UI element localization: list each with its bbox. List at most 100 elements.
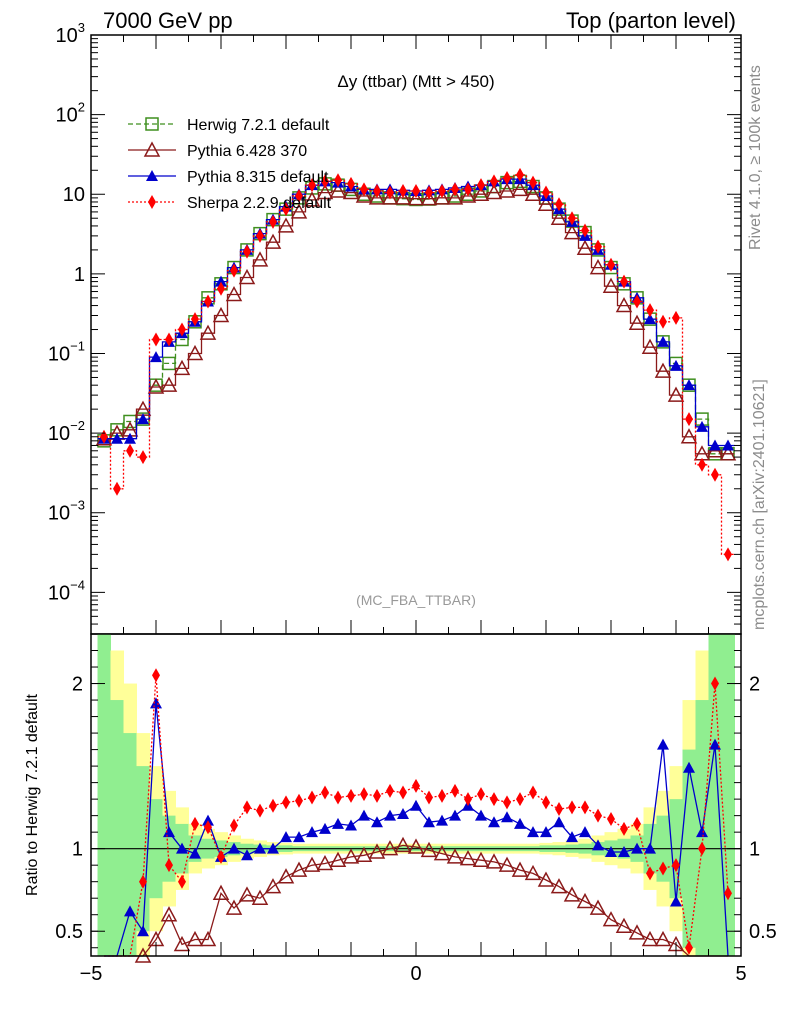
ratio-point-2-22 — [386, 783, 394, 798]
ratio-point-2-7 — [191, 816, 199, 831]
main-point-1-26 — [433, 189, 451, 205]
main-point-3-7 — [191, 312, 199, 327]
main-point-3-21 — [373, 183, 381, 198]
ratio-point-0-40 — [615, 917, 633, 934]
main-plot-title: Δy (ttbar) (Mtt > 450) — [337, 72, 494, 91]
main-point-1-13 — [264, 233, 282, 249]
ratio-point-2-34 — [542, 795, 550, 810]
ratio-point-2-10 — [230, 818, 238, 833]
ratio-point-0-21 — [368, 843, 386, 859]
ratio-point-1-33 — [527, 826, 539, 838]
ratio-point-1-15 — [293, 831, 305, 843]
ratio-y-tick-label-right: 1 — [749, 839, 760, 861]
ratio-y-tick-label-right: 2 — [749, 674, 760, 696]
ratio-point-1-37 — [579, 826, 591, 838]
ratio-point-0-14 — [277, 868, 295, 884]
main-point-3-47 — [711, 467, 719, 482]
main-point-1-40 — [615, 296, 633, 313]
ratio-point-2-14 — [282, 795, 290, 810]
ratio-point-2-15 — [295, 793, 303, 808]
ratio-point-0-9 — [212, 884, 230, 901]
main-point-1-7 — [186, 344, 204, 361]
main-y-tick-label: 1 — [74, 264, 85, 286]
ratio-point-0-12 — [251, 889, 269, 905]
ratio-point-2-41 — [633, 816, 641, 831]
main-point-3-30 — [490, 174, 498, 189]
ratio-point-0-31 — [498, 856, 516, 872]
main-point-3-17 — [321, 174, 329, 189]
ratio-point-1-20 — [358, 809, 370, 821]
ratio-point-1-43 — [657, 738, 669, 750]
main-point-1-12 — [251, 251, 269, 267]
ratio-point-2-5 — [165, 858, 173, 873]
ratio-point-2-25 — [425, 790, 433, 805]
ratio-point-0-43 — [654, 930, 672, 947]
ratio-point-0-39 — [602, 911, 620, 927]
ratio-band-green — [708, 634, 722, 956]
main-point-1-18 — [329, 182, 347, 198]
ratio-point-2-39 — [607, 811, 615, 826]
main-point-3-2 — [126, 443, 134, 458]
source-label: mcplots.cern.ch [arXiv:2401.10621] — [751, 379, 768, 630]
ratio-point-1-6 — [176, 842, 188, 854]
ratio-point-2-20 — [360, 787, 368, 802]
ratio-point-0-8 — [199, 930, 217, 947]
ratio-point-0-33 — [524, 864, 542, 881]
ratio-point-0-41 — [628, 924, 646, 940]
main-point-1-35 — [550, 209, 568, 225]
ratio-point-0-38 — [589, 899, 607, 915]
main-point-1-16 — [303, 191, 321, 207]
ratio-point-2-30 — [490, 792, 498, 807]
ratio-series-line-0 — [104, 844, 728, 957]
main-point-3-36 — [568, 211, 576, 226]
ratio-point-1-45 — [683, 761, 695, 773]
ratio-point-1-34 — [540, 826, 552, 838]
ratio-point-1-10 — [228, 842, 240, 854]
ratio-point-0-13 — [264, 878, 282, 894]
legend-marker — [145, 117, 159, 131]
main-point-2-45 — [683, 379, 695, 391]
main-point-1-5 — [160, 376, 178, 392]
ratio-point-1-47 — [709, 738, 721, 750]
main-point-1-32 — [511, 180, 529, 197]
main-point-3-25 — [425, 185, 433, 200]
main-point-1-15 — [290, 203, 308, 219]
ratio-point-1-19 — [345, 819, 357, 831]
ratio-point-0-5 — [160, 906, 178, 922]
main-point-1-4 — [147, 378, 165, 394]
main-point-1-21 — [368, 189, 386, 205]
main-point-2-1 — [111, 432, 123, 444]
ratio-series-2 — [104, 668, 732, 957]
ratio-point-1-44 — [670, 895, 682, 907]
main-point-3-32 — [516, 167, 524, 182]
ratio-point-0-6 — [173, 935, 191, 952]
main-point-3-12 — [256, 228, 264, 243]
legend-label: Pythia 8.315 default — [187, 169, 329, 186]
ratio-point-1-17 — [319, 822, 331, 834]
ratio-point-2-3 — [139, 874, 147, 889]
ratio-point-0-25 — [420, 841, 438, 858]
legend-item-2: Pythia 8.315 default — [128, 169, 329, 186]
ratio-point-2-27 — [451, 783, 459, 798]
ratio-band-green — [97, 634, 111, 956]
main-point-2-3 — [137, 413, 149, 425]
main-plot-content — [95, 167, 737, 562]
ratio-point-1-27 — [449, 809, 461, 821]
x-tick-label: 5 — [735, 963, 746, 985]
main-point-3-35 — [555, 197, 563, 212]
ratio-point-0-24 — [407, 838, 425, 854]
ratio-point-0-10 — [225, 899, 243, 915]
ratio-point-2-12 — [256, 803, 264, 818]
ratio-point-0-20 — [355, 846, 373, 863]
ratio-point-2-31 — [503, 795, 511, 810]
main-point-1-23 — [394, 189, 412, 205]
ratio-point-0-17 — [316, 854, 334, 871]
main-point-3-44 — [672, 310, 680, 325]
header-left: 7000 GeV pp — [103, 8, 233, 33]
ratio-point-1-11 — [241, 849, 253, 861]
legend-label: Pythia 6.428 370 — [187, 143, 307, 160]
main-point-2-2 — [124, 432, 136, 444]
main-point-2-43 — [657, 335, 669, 347]
ratio-point-1-4 — [150, 697, 162, 709]
